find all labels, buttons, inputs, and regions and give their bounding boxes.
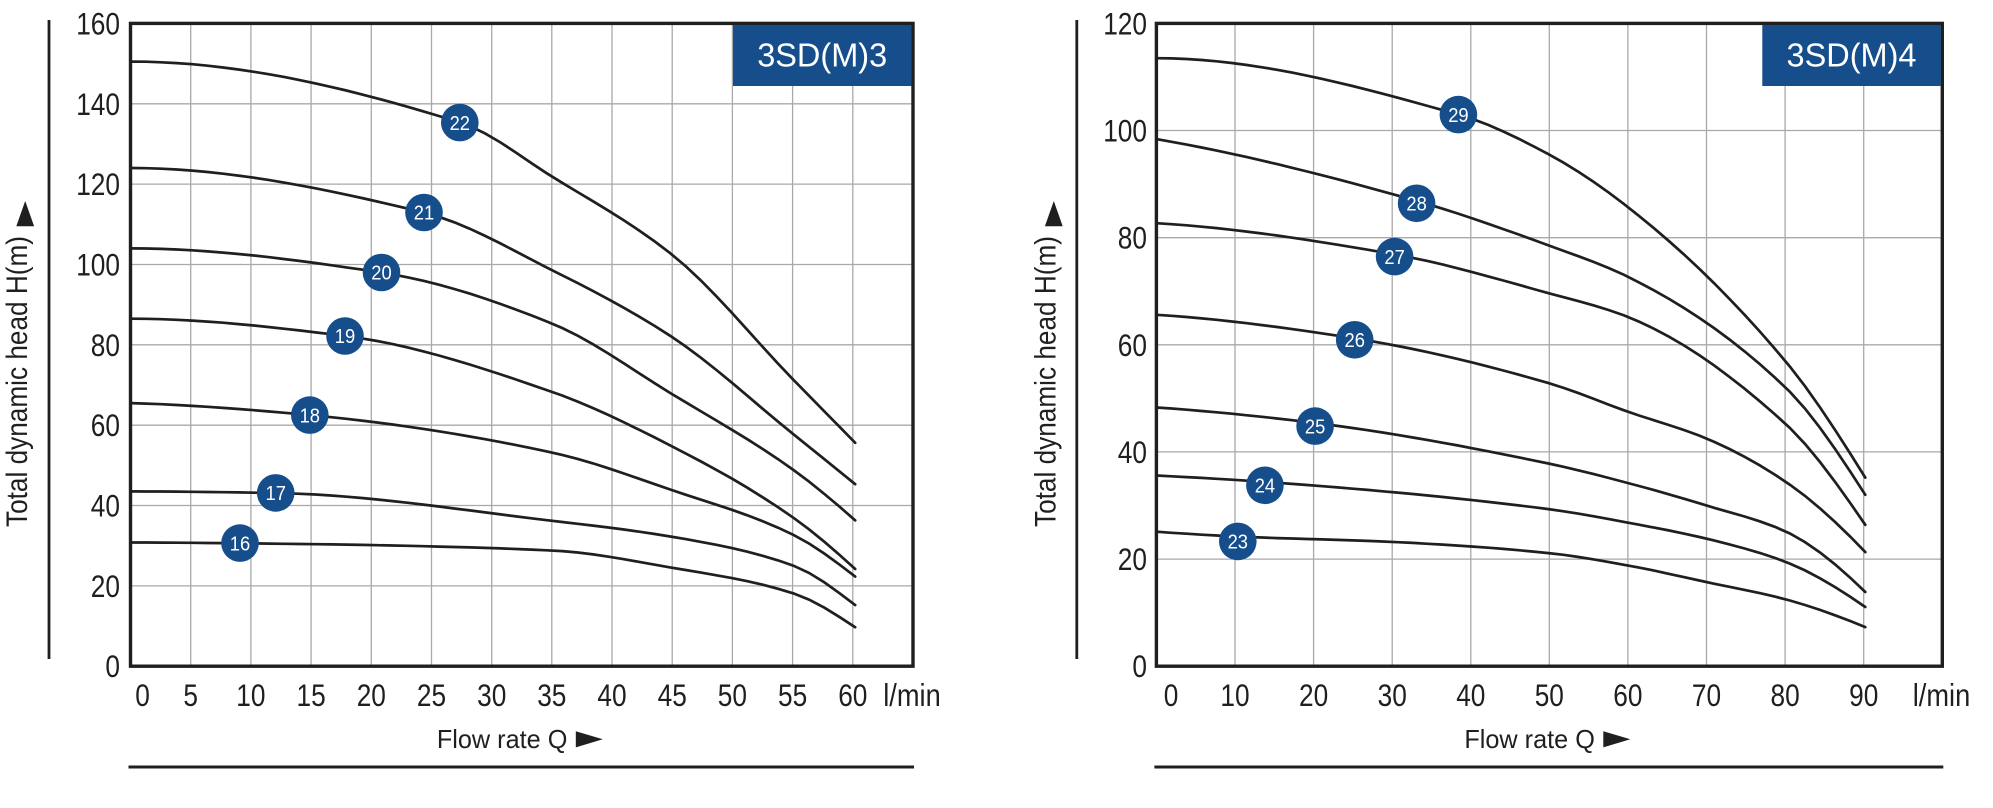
- svg-text:70: 70: [1692, 677, 1721, 713]
- svg-text:40: 40: [1456, 677, 1485, 713]
- svg-text:23: 23: [1228, 532, 1248, 554]
- svg-text:19: 19: [335, 326, 355, 348]
- svg-text:60: 60: [91, 407, 120, 443]
- svg-text:24: 24: [1255, 476, 1275, 498]
- svg-text:20: 20: [371, 263, 391, 285]
- svg-text:3SD(M)3: 3SD(M)3: [757, 38, 887, 75]
- svg-text:80: 80: [1771, 677, 1800, 713]
- svg-text:20: 20: [91, 568, 120, 604]
- svg-text:160: 160: [76, 5, 120, 41]
- svg-text:20: 20: [357, 677, 386, 713]
- svg-text:25: 25: [1305, 416, 1325, 438]
- svg-text:120: 120: [76, 166, 120, 202]
- svg-text:0: 0: [1164, 677, 1179, 713]
- svg-text:Total dynamic head H(m): Total dynamic head H(m): [1030, 236, 1063, 527]
- svg-text:50: 50: [718, 677, 747, 713]
- svg-text:5: 5: [183, 677, 198, 713]
- svg-text:l/min: l/min: [883, 677, 941, 713]
- svg-text:60: 60: [838, 677, 867, 713]
- svg-text:40: 40: [1118, 434, 1147, 470]
- svg-text:Total dynamic head H(m): Total dynamic head H(m): [1, 236, 34, 527]
- svg-text:26: 26: [1345, 330, 1365, 352]
- svg-text:22: 22: [450, 113, 470, 135]
- svg-text:21: 21: [414, 203, 434, 225]
- svg-text:10: 10: [236, 677, 265, 713]
- svg-text:16: 16: [230, 533, 250, 555]
- svg-text:40: 40: [91, 488, 120, 524]
- svg-text:0: 0: [1132, 648, 1147, 684]
- svg-text:27: 27: [1384, 247, 1404, 269]
- svg-text:Flow rate Q: Flow rate Q: [437, 724, 568, 754]
- svg-text:35: 35: [537, 677, 566, 713]
- svg-text:60: 60: [1613, 677, 1642, 713]
- svg-text:80: 80: [1118, 220, 1147, 256]
- svg-text:0: 0: [105, 648, 120, 684]
- svg-text:30: 30: [1378, 677, 1407, 713]
- svg-text:30: 30: [477, 677, 506, 713]
- svg-text:20: 20: [1299, 677, 1328, 713]
- svg-text:55: 55: [778, 677, 807, 713]
- svg-text:20: 20: [1118, 541, 1147, 577]
- svg-text:25: 25: [417, 677, 446, 713]
- svg-text:l/min: l/min: [1913, 677, 1971, 713]
- svg-text:90: 90: [1849, 677, 1878, 713]
- svg-text:15: 15: [297, 677, 326, 713]
- svg-text:28: 28: [1406, 194, 1426, 216]
- svg-text:3SD(M)4: 3SD(M)4: [1787, 38, 1917, 75]
- svg-text:50: 50: [1535, 677, 1564, 713]
- svg-text:10: 10: [1220, 677, 1249, 713]
- svg-text:100: 100: [76, 247, 120, 283]
- svg-text:17: 17: [266, 483, 286, 505]
- svg-text:60: 60: [1118, 327, 1147, 363]
- svg-text:45: 45: [658, 677, 687, 713]
- svg-text:18: 18: [300, 405, 320, 427]
- svg-text:40: 40: [597, 677, 626, 713]
- svg-text:29: 29: [1448, 105, 1468, 127]
- svg-text:120: 120: [1103, 5, 1147, 41]
- svg-text:0: 0: [135, 677, 150, 713]
- svg-text:100: 100: [1103, 113, 1147, 149]
- svg-text:140: 140: [76, 86, 120, 122]
- svg-text:80: 80: [91, 327, 120, 363]
- svg-text:Flow rate Q: Flow rate Q: [1464, 724, 1595, 754]
